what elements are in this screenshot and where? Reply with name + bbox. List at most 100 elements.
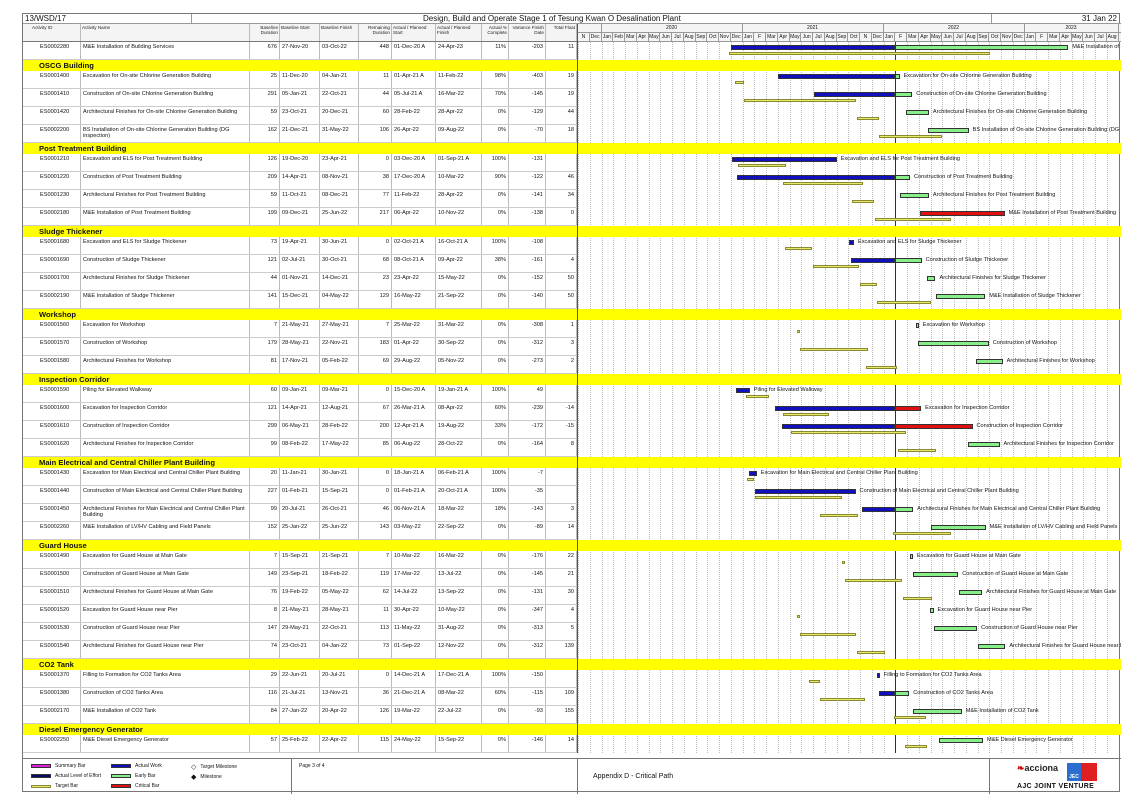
gridline[interactable] [930,42,932,753]
target-bar[interactable] [902,597,932,600]
table-row[interactable]: ES0001620 Architectural Finishes for Insp… [23,439,577,457]
bar-label[interactable]: Excavation and ELS for Post Treatment Bu… [840,156,961,162]
cell-bd[interactable]: 126 [250,154,280,171]
cell-af[interactable]: 08-Mar-22 [436,688,482,705]
cell-pc[interactable]: 0% [482,320,509,337]
cell-id[interactable]: ES0001380 [31,688,81,705]
cell-vf[interactable]: -131 [509,154,546,171]
gridline[interactable] [1048,42,1049,753]
bar-label[interactable]: Excavation for On-site Chlorine Generati… [903,73,1032,79]
bar-label[interactable]: M&E Installation of LV/HV Cabling and Fi… [989,524,1118,530]
early-bar[interactable] [909,554,913,559]
cell-id[interactable]: ES0001210 [31,154,81,171]
timeline-month[interactable]: Jan [743,33,755,42]
bar-label[interactable]: Architectural Finishes for Inspection Co… [1003,441,1114,447]
cell-bf[interactable]: 30-Oct-21 [320,255,359,272]
actual-work-bar[interactable] [775,406,896,411]
cell-bs[interactable]: 19-Dec-20 [280,154,320,171]
cell-name[interactable]: Construction of Guard House near Pier [81,623,250,640]
cell-af[interactable]: 19-Jan-21 A [436,385,482,402]
cell-bf[interactable]: 22-Oct-21 [320,623,359,640]
cell-rd[interactable]: 44 [359,89,392,106]
actual-work-bar[interactable] [781,424,896,429]
bar-label[interactable]: Excavation for Inspection Corridor [925,405,1010,411]
legend-label[interactable]: Summary Bar [55,763,86,769]
section-band-gantt[interactable] [578,457,1121,468]
cell-id[interactable]: ES0001400 [31,71,81,88]
actual-work-bar[interactable] [876,673,880,678]
cell-pc[interactable]: 0% [482,605,509,622]
cell-bf[interactable]: 28-Feb-22 [320,421,359,438]
gridline[interactable] [707,42,709,753]
cell-tf[interactable] [546,385,577,402]
cell-name[interactable]: M&E Installation of Post Treatment Build… [81,208,250,225]
gridline[interactable] [1012,42,1014,753]
bar-label[interactable]: Excavation for Main Electrical and Centr… [760,470,918,476]
table-row[interactable]: ES0002280 M&E Installation of Building Se… [23,42,577,60]
actual-work-bar[interactable] [862,507,896,512]
cell-af[interactable]: 06-Feb-21 A [436,468,482,485]
cell-pc[interactable]: 0% [482,356,509,373]
gridline[interactable] [695,42,697,753]
cell-id[interactable]: ES0001450 [31,504,81,521]
table-row[interactable]: ES0002200 BS Installation of On-site Chlo… [23,125,577,143]
legend-label[interactable]: Target Milestone [200,764,238,770]
cell-pc[interactable]: 100% [482,385,509,402]
cell-bs[interactable]: 21-May-21 [280,605,320,622]
gridline[interactable] [1083,42,1085,753]
cell-tf[interactable]: 44 [546,107,577,124]
early-bar[interactable] [895,74,900,79]
cell-pc[interactable]: 98% [482,71,509,88]
section-band[interactable]: OSCG Building [23,60,577,71]
cell-rd[interactable]: 11 [359,605,392,622]
cell-vf[interactable]: -35 [509,486,546,503]
cell-af[interactable]: 09-Apr-22 [436,255,482,272]
early-bar[interactable] [967,442,1000,447]
table-row[interactable]: ES0001450 Architectural Finishes for Main… [23,504,577,522]
section-band-gantt[interactable] [578,540,1121,551]
bar-label[interactable]: M&E Installation of CO2 Tank [965,708,1039,714]
timeline-month[interactable]: Mar [1048,33,1060,42]
target-bar[interactable] [799,348,869,351]
cell-id[interactable]: ES0001590 [31,385,81,402]
timeline-month[interactable]: Dec [731,33,743,42]
gridline[interactable] [824,42,826,753]
cell-bd[interactable]: 299 [250,421,280,438]
cell-id[interactable]: ES0001570 [31,338,81,355]
cell-name[interactable]: Excavation for Workshop [81,320,250,337]
legend-item-loe[interactable]: Actual Level of Effort [31,773,101,779]
early-bar[interactable] [928,128,969,133]
table-row[interactable]: ES0002260 M&E Installation of LV/HV Cabli… [23,522,577,540]
cell-bs[interactable]: 22-Jun-21 [280,670,320,687]
table-row[interactable]: ES0002250 M&E Diesel Emergency Generator 5… [23,735,577,753]
cell-tf[interactable]: 46 [546,172,577,189]
cell-name[interactable]: Piling for Elevated Walkway [81,385,250,402]
gridline[interactable] [918,42,920,753]
cell-pc[interactable]: 0% [482,125,509,142]
gridline[interactable] [601,42,603,753]
gridline[interactable] [672,42,673,753]
cell-bd[interactable]: 60 [250,385,280,402]
table-row[interactable]: ES0001520 Excavation for Guard House near… [23,605,577,623]
cell-bd[interactable]: 25 [250,71,280,88]
cell-bs[interactable]: 19-Feb-22 [280,587,320,604]
timeline-month[interactable]: May [1072,33,1084,42]
bar-label[interactable]: M&E Installation of Building Services [1072,44,1121,50]
cell-pc[interactable]: 38% [482,255,509,272]
cell-af[interactable]: 28-Oct-22 [436,439,482,456]
legend-swatch-icon[interactable] [111,764,131,768]
early-bar[interactable] [977,644,1006,649]
cell-tf[interactable]: 1 [546,320,577,337]
timeline-year[interactable] [578,24,602,33]
cell-bd[interactable]: 76 [250,587,280,604]
actual-work-bar[interactable] [731,157,837,162]
gridline[interactable] [1095,42,1096,753]
early-bar[interactable] [938,738,983,743]
cell-vf[interactable]: -145 [509,89,546,106]
legend-swatch-icon[interactable]: ◆ [191,774,197,781]
target-bar[interactable] [782,182,863,185]
legend-item-critical[interactable]: Critical Bar [111,783,159,789]
section-band[interactable]: Inspection Corridor [23,374,577,385]
timeline-month[interactable]: Dec [590,33,602,42]
table-row[interactable]: ES0001230 Architectural Finishes for Post… [23,190,577,208]
